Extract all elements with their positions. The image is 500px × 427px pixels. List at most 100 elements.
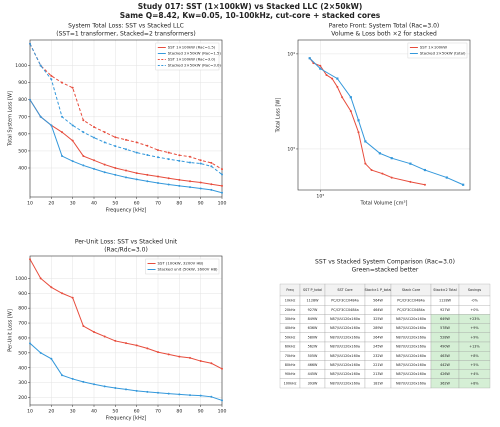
header-text: SST Core <box>337 288 352 292</box>
chart-title: Pareto Front: System Total (Rac=3.0) <box>329 23 440 30</box>
point <box>39 277 42 280</box>
point <box>390 176 393 179</box>
point <box>93 159 95 162</box>
point <box>82 325 85 328</box>
point <box>125 148 127 151</box>
point <box>462 183 465 186</box>
point <box>167 353 170 356</box>
point <box>349 96 352 99</box>
y-axis-label: Per-Unit Loss [W] <box>8 309 14 352</box>
point <box>50 124 53 127</box>
point <box>82 155 85 158</box>
cell-text: PC/CF3CC0484a <box>331 299 358 303</box>
point <box>199 394 202 397</box>
point <box>189 394 191 397</box>
point <box>135 344 138 347</box>
cell-text: 636W <box>308 326 318 330</box>
series-line <box>30 99 222 187</box>
point <box>390 157 393 160</box>
plot-frame <box>29 255 223 406</box>
point <box>221 184 223 187</box>
point <box>178 355 181 358</box>
point <box>189 356 191 359</box>
cell-text: 325W <box>373 317 383 321</box>
point <box>423 183 426 186</box>
point <box>167 158 170 161</box>
point <box>61 115 63 118</box>
cell-text: N87/UU120x160a <box>396 326 426 330</box>
cell-text: 232W <box>373 354 383 358</box>
point <box>125 388 127 391</box>
point <box>221 399 223 402</box>
cell-text: +23% <box>469 317 480 321</box>
table-title: SST vs Stacked System Comparison (Rac=3.… <box>315 259 455 266</box>
legend-label: Stacked 2×50kW (Rac=3.0) <box>168 63 222 68</box>
y-tick-label: 400 <box>18 165 27 171</box>
cell-text: +5% <box>470 363 479 367</box>
cell-text: 100kHz <box>284 381 297 385</box>
legend-label: SST (100kW, 3200V HB) <box>158 261 204 266</box>
cell-text: 927W <box>440 308 450 312</box>
cell-text: PC/CF3CC0484a <box>331 308 358 312</box>
cell-text: 221W <box>373 363 383 367</box>
x-axis-label: Total Volume [cm³] <box>360 201 408 207</box>
point <box>146 347 149 350</box>
point <box>319 67 322 70</box>
chart-title: Per-Unit Loss: SST vs Stacked Unit <box>75 239 178 246</box>
table-cell <box>458 378 491 389</box>
point <box>157 182 159 185</box>
point <box>189 180 191 183</box>
cell-text: N87/UU120x160a <box>396 372 426 376</box>
header-text: SST P_total <box>303 288 322 292</box>
x-tick-label: 60 <box>134 409 140 415</box>
point <box>189 186 191 189</box>
x-tick-label: 100 <box>218 409 227 415</box>
x-tick-label: 50 <box>112 409 118 415</box>
cell-text: 849W <box>308 317 318 321</box>
point <box>125 342 127 345</box>
point <box>71 296 74 299</box>
point <box>357 119 360 122</box>
x-tick-label: 100 <box>218 201 227 207</box>
plot-frame <box>297 39 471 191</box>
plot-frame <box>29 39 223 198</box>
cell-text: +8% <box>470 354 479 358</box>
cell-text: 580W <box>308 335 318 339</box>
x-tick-label: 10³ <box>316 194 324 200</box>
cell-text: 927W <box>308 308 318 312</box>
point <box>114 136 117 139</box>
chart-subtitle: Volume & Loss both ×2 for stacked <box>331 31 437 38</box>
cell-text: N87/UU120x160a <box>330 381 360 385</box>
y-axis-label: Total Loss [W] <box>276 98 282 134</box>
point <box>221 191 223 194</box>
point <box>114 339 117 342</box>
point <box>167 183 170 186</box>
point <box>93 383 95 386</box>
x-tick-label: 80 <box>176 201 182 207</box>
point <box>135 178 138 181</box>
cell-text: 60kHz <box>285 345 296 349</box>
point <box>82 164 85 167</box>
point <box>125 138 127 141</box>
point <box>157 149 159 152</box>
point <box>61 131 63 134</box>
point <box>114 145 117 148</box>
point <box>199 181 202 184</box>
cell-text: N87/UU120x160a <box>330 363 360 367</box>
cell-text: 20kHz <box>285 308 296 312</box>
point <box>157 156 159 159</box>
point <box>103 141 106 144</box>
point <box>135 172 138 175</box>
cell-text: 10kHz <box>285 299 296 303</box>
cell-text: 90kHz <box>285 372 296 376</box>
cell-text: +13% <box>469 345 480 349</box>
x-tick-label: 30 <box>70 409 76 415</box>
x-tick-label: 50 <box>112 201 118 207</box>
y-tick-label: 900 <box>18 291 27 297</box>
series-line <box>309 57 426 186</box>
y-tick-label: 10⁴ <box>287 51 295 57</box>
y-tick-label: 800 <box>18 97 27 103</box>
y-tick-label: 400 <box>18 365 27 371</box>
point <box>93 167 95 170</box>
